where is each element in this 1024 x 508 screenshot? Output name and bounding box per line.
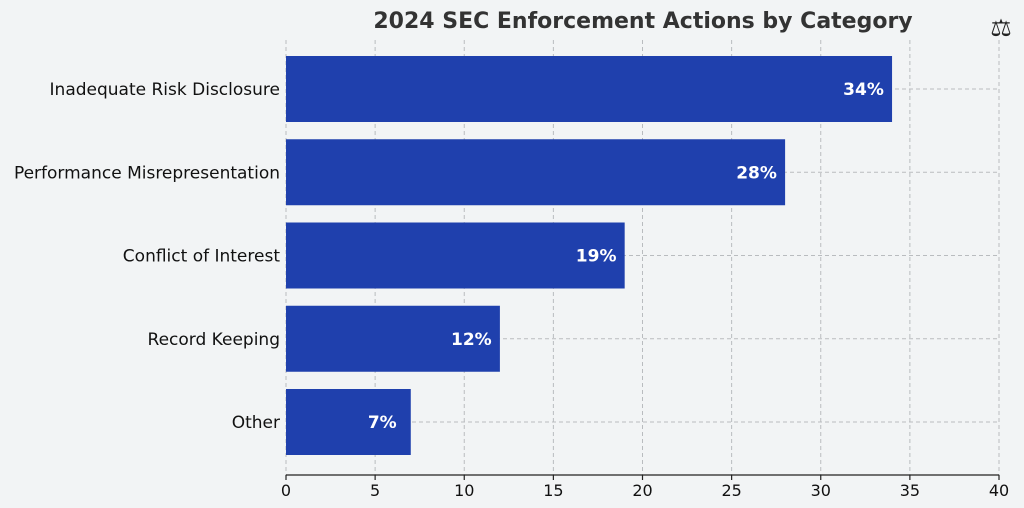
category-label: Inadequate Risk Disclosure [50, 80, 280, 100]
x-tick-label: 35 [900, 481, 920, 500]
bar [286, 389, 411, 455]
chart-title: 2024 SEC Enforcement Actions by Category [373, 9, 912, 34]
bar [286, 139, 786, 206]
bar [286, 222, 625, 289]
category-label: Conflict of Interest [123, 247, 281, 267]
data-label: 12% [451, 330, 492, 350]
balance-scale-icon: ⚖ [990, 14, 1012, 42]
category-label: Record Keeping [148, 330, 280, 350]
x-tick-label: 10 [454, 481, 474, 500]
bar [286, 305, 500, 372]
data-label: 19% [576, 247, 617, 267]
x-tick-label: 30 [811, 481, 831, 500]
bars [286, 56, 893, 455]
category-label: Other [232, 413, 280, 433]
x-axis [285, 474, 1000, 480]
x-tick-label: 15 [543, 481, 563, 500]
bar [286, 56, 893, 122]
x-tick-label: 40 [989, 481, 1009, 500]
x-tick-label: 5 [370, 481, 380, 500]
category-label: Performance Misrepresentation [14, 163, 280, 183]
data-label: 7% [368, 413, 397, 433]
x-tick-label: 0 [281, 481, 291, 500]
data-label: 34% [843, 80, 884, 100]
data-label: 28% [736, 163, 777, 183]
labels: Inadequate Risk Disclosure 34% Performance… [14, 80, 1009, 500]
x-tick-label: 20 [632, 481, 652, 500]
x-tick-label: 25 [721, 481, 741, 500]
